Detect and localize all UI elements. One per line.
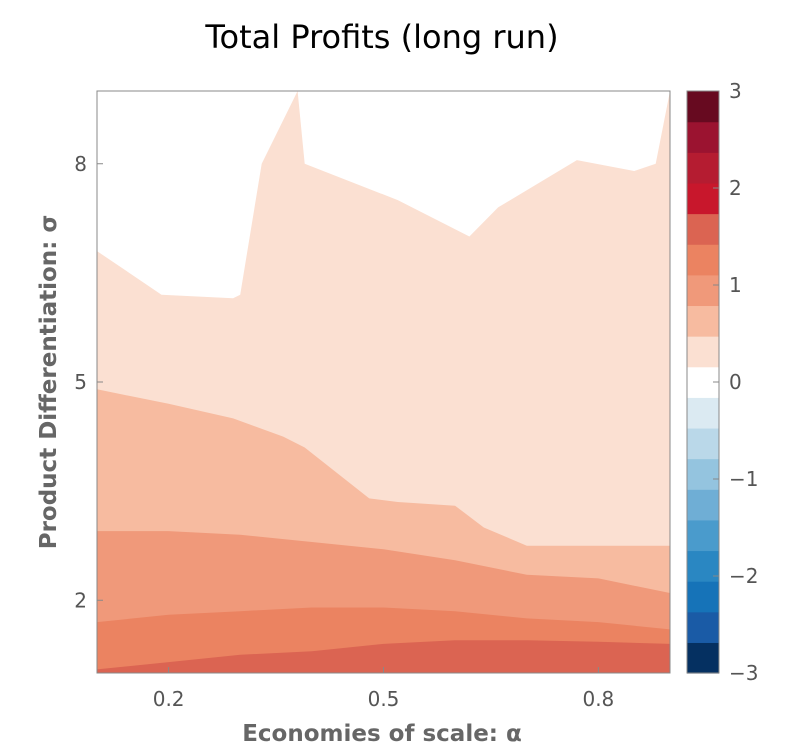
y-tick-label: 8 [74,152,87,176]
colorbar-segment [687,458,719,490]
colorbar-tick-label: 3 [729,79,742,103]
plot-area [96,90,671,674]
x-tick-label: 0.5 [368,687,400,711]
colorbar-segment [687,397,719,429]
x-axis: 0.2 0.5 0.8 [153,667,614,711]
y-axis: 2 5 8 [74,152,103,612]
colorbar-segment [687,244,719,276]
colorbar-segment [687,336,719,368]
colorbar-segment [687,152,719,184]
x-tick-label: 0.2 [153,687,185,711]
colorbar-segment [687,581,719,613]
colorbar-segment [687,274,719,307]
colorbar-tick-label: −1 [729,467,758,491]
colorbar-segment [687,611,719,643]
colorbar-tick-label: 2 [729,176,742,200]
colorbar-segment [687,489,719,521]
colorbar-segment [687,427,719,460]
y-axis-label: Product Differentiation: σ [36,215,62,550]
colorbar-tick-label: −3 [729,661,758,685]
y-tick-label: 2 [74,588,87,612]
colorbar-segment [687,519,719,552]
x-axis-label: Economies of scale: α [242,721,522,747]
colorbar-segment [687,550,719,582]
colorbar-tick-label: −2 [729,564,758,588]
colorbar-segment [687,121,719,153]
chart-title: Total Profits (long run) [204,18,558,56]
colorbar-tick-label: 0 [729,370,742,394]
colorbar-segment [687,642,719,674]
contour-band-5 [97,640,670,673]
y-tick-label: 5 [74,370,87,394]
colorbar-tick-label: 1 [729,273,742,297]
colorbar-segment [687,91,719,123]
x-tick-label: 0.8 [582,687,614,711]
colorbar: 3 2 1 0 −1 −2 −3 [686,79,758,685]
colorbar-segment [687,213,719,245]
colorbar-segment [687,305,719,337]
